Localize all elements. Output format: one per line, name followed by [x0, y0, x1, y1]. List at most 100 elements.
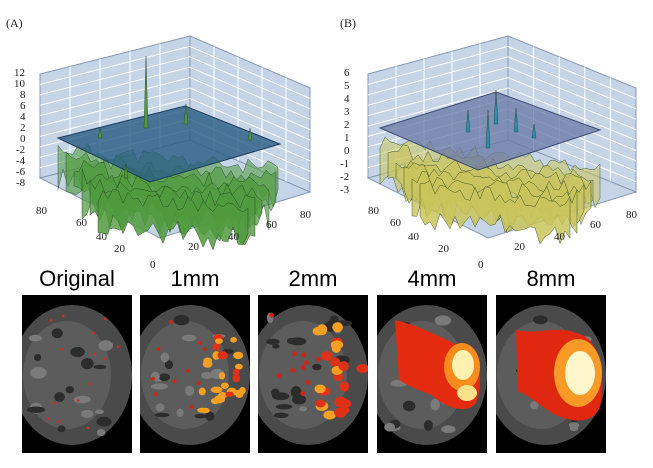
brain-scan-original	[22, 295, 132, 453]
brain-fold	[150, 383, 169, 390]
activation-voxel	[197, 340, 202, 345]
activation-voxel	[300, 365, 306, 371]
grid-line	[39, 97, 191, 137]
panel-a-label: (A)	[6, 16, 23, 30]
zero-plane	[378, 91, 602, 171]
x-axis-ticks: 20 40 60 80	[514, 209, 638, 253]
brain-fold	[271, 388, 280, 397]
brain-fold	[30, 366, 47, 379]
activation-blob	[342, 399, 352, 408]
grid-line	[367, 87, 509, 127]
grid-line	[39, 87, 191, 127]
brain-fold	[430, 398, 441, 411]
z-tick: 6	[344, 67, 350, 79]
peak-spike	[97, 127, 103, 139]
grid-line	[507, 66, 637, 120]
grid-line	[507, 56, 637, 110]
brain-fold	[33, 353, 42, 362]
noise-surface	[379, 136, 601, 245]
activation-blob	[215, 338, 223, 344]
activation-voxel	[88, 382, 92, 386]
x-tick: 20	[188, 241, 200, 253]
peak-spike	[247, 127, 253, 141]
surface-ridge	[97, 188, 249, 251]
activation-voxel	[57, 420, 61, 424]
brain-fold	[384, 422, 396, 432]
grid-line	[39, 66, 191, 106]
activation-blob	[232, 368, 240, 376]
brain-scan-8mm	[496, 295, 606, 453]
z-tick: -2	[340, 171, 349, 183]
activation-blob	[201, 407, 210, 414]
x-tick: 40	[228, 231, 240, 243]
brain-fold	[441, 425, 456, 434]
activation-voxel	[92, 331, 95, 335]
brain-inner	[141, 321, 229, 429]
activation-blob	[315, 399, 326, 408]
brain-fold	[181, 334, 197, 342]
y-tick: 40	[408, 231, 420, 243]
z-tick: 4	[344, 93, 350, 105]
grid-line	[189, 45, 311, 99]
brain-fold	[185, 385, 195, 396]
activation-voxel	[151, 376, 156, 381]
z-tick: -2	[16, 144, 25, 156]
activation-blob	[230, 337, 237, 343]
activation-voxel	[305, 379, 311, 385]
brain-fold	[275, 404, 293, 410]
activation-blob	[233, 351, 244, 360]
grid-line	[189, 87, 311, 141]
grid-line	[189, 77, 311, 131]
activation-voxel	[46, 417, 50, 421]
activation-voxel	[93, 352, 96, 356]
z-tick: -1	[340, 158, 349, 170]
y-tick: 80	[36, 205, 48, 217]
brain-fold	[533, 315, 548, 325]
activation-blob	[225, 391, 234, 398]
grid-line	[507, 87, 637, 141]
activation-blob	[332, 322, 343, 333]
brain-fold	[176, 408, 184, 418]
z-tick: -4	[16, 155, 26, 167]
spikes	[97, 55, 253, 179]
brain-fold	[81, 409, 94, 418]
activation-blob	[356, 363, 368, 373]
activation-voxel	[61, 314, 65, 318]
brain-scan-4mm	[377, 295, 487, 453]
scan-title-1mm: 1mm	[170, 266, 220, 291]
brain-fold	[28, 334, 43, 342]
z-tick: 0	[20, 133, 26, 145]
grid-line	[367, 45, 509, 85]
y-tick: 40	[96, 231, 108, 243]
brain-fold	[530, 401, 539, 410]
z-tick: -3	[340, 184, 350, 196]
activation-blob	[218, 372, 226, 380]
brain-scan-1mm	[140, 295, 250, 453]
activation-voxel	[202, 347, 207, 352]
activation-blob	[330, 357, 341, 367]
activation-blob	[239, 386, 246, 395]
grid-line	[367, 66, 509, 106]
activation-voxel	[103, 357, 106, 360]
activation-voxel	[292, 351, 298, 357]
y-tick: 80	[368, 205, 380, 217]
brain-fold	[194, 413, 206, 419]
z-axis-ticks: 12 10 8 6 4 2 0 -2 -4 -6 -8	[14, 67, 26, 189]
z-tick: 12	[14, 67, 25, 79]
brain-fold	[205, 411, 215, 421]
x-tick: 60	[266, 219, 278, 231]
activation-voxel	[269, 312, 275, 318]
z-tick: 3	[344, 106, 350, 118]
brain-fold	[286, 337, 296, 344]
activation-blob	[330, 340, 344, 350]
y-tick: 20	[114, 243, 126, 255]
activation-voxel	[172, 379, 177, 384]
z-tick: 1	[344, 132, 350, 144]
brain-fold	[51, 328, 63, 339]
scan-title-8mm: 8mm	[526, 266, 576, 291]
brain-fold	[569, 425, 579, 432]
activation-blob	[220, 382, 229, 389]
activation-peak	[457, 385, 477, 401]
activation-voxel	[290, 367, 296, 373]
